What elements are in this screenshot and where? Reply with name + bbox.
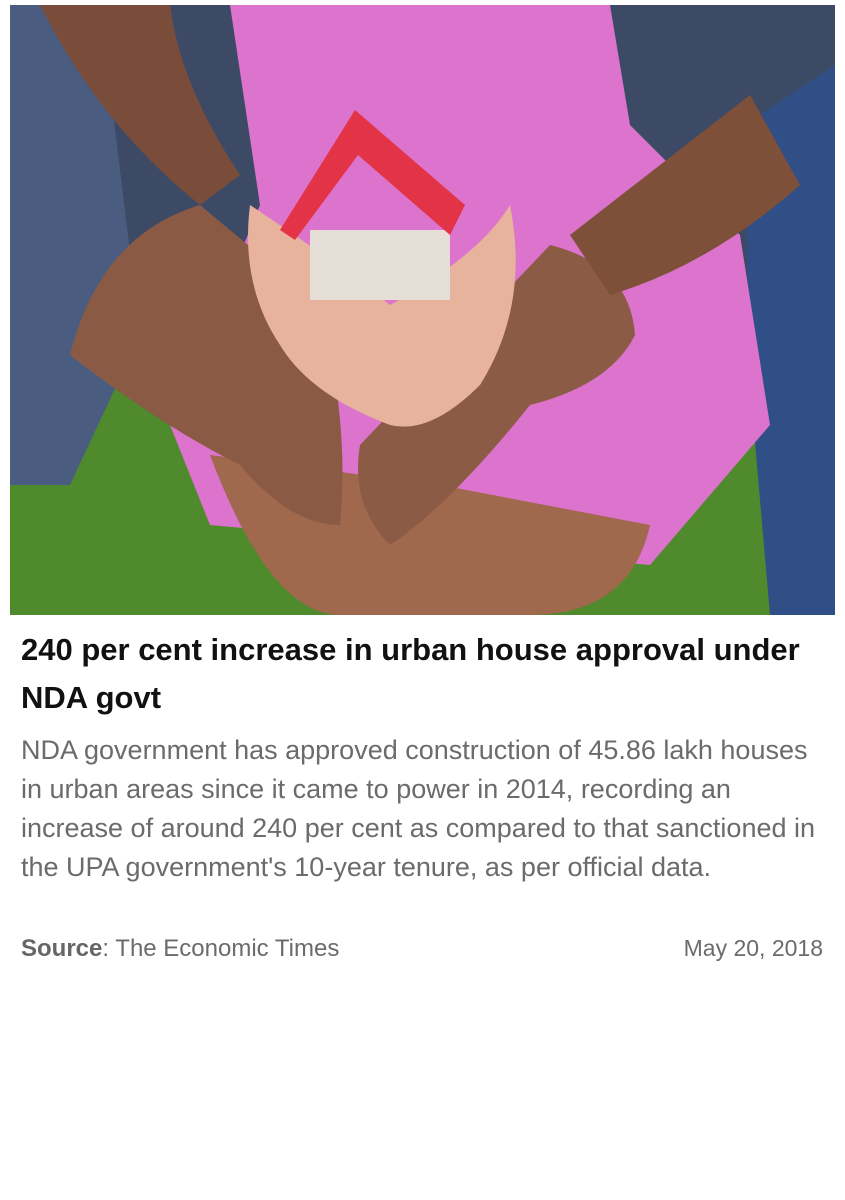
date: May 20, 2018 bbox=[683, 935, 823, 961]
source[interactable]: Source: The Economic Times bbox=[21, 935, 339, 963]
adult-arm-right bbox=[570, 95, 800, 295]
source-label: Source bbox=[21, 935, 103, 962]
adult-hand-right bbox=[358, 245, 635, 545]
house-wall bbox=[310, 230, 450, 300]
article-image[interactable] bbox=[10, 5, 835, 615]
headline[interactable]: 240 per cent increase in urban house app… bbox=[21, 632, 800, 715]
adult-arm-left bbox=[40, 5, 240, 205]
house-roof bbox=[280, 110, 465, 240]
summary: NDA government has approved construction… bbox=[21, 735, 816, 882]
source-name: : The Economic Times bbox=[102, 935, 340, 962]
